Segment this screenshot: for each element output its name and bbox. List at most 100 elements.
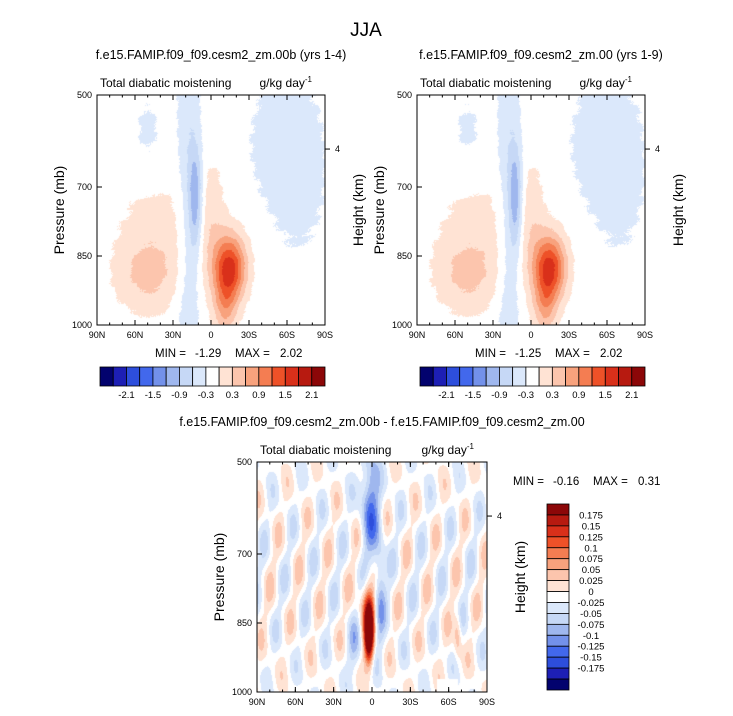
units-text: g/kg day: [422, 443, 467, 457]
left-string: Total diabatic moistening: [100, 76, 231, 90]
colorbar-label: -0.1: [583, 631, 599, 642]
colorbar-swatch: [591, 366, 606, 387]
x-tick-label: 90N: [249, 697, 266, 707]
min-value: -1.25: [515, 348, 541, 360]
y-tick-label: 500: [397, 90, 412, 100]
colorbar-label: -0.05: [580, 609, 602, 620]
figure-title: JJA: [350, 20, 382, 41]
colorbar-label: 0.1: [584, 543, 597, 554]
colorbar-swatch: [499, 366, 514, 387]
max-value: 2.02: [600, 348, 622, 360]
colorbar-swatch: [432, 366, 447, 387]
colorbar-swatch: [472, 366, 487, 387]
colorbar-label: -0.3: [198, 390, 214, 401]
units-label: g/kg day-1: [580, 75, 633, 90]
units-label: g/kg day-1: [422, 442, 475, 457]
colorbar-swatch: [284, 366, 299, 387]
colorbar-label: -2.1: [118, 390, 134, 401]
colorbar-swatch: [546, 645, 570, 658]
x-tick-label: 60N: [447, 330, 464, 340]
colorbar-swatch: [485, 366, 500, 387]
panel-1: f.e15.FAMIP.f09_f09.cesm2_zm.00b (yrs 1-…: [51, 48, 366, 401]
colorbar-label: 0: [588, 587, 593, 598]
x-tick-label: 60N: [127, 330, 144, 340]
x-tick-label: 90S: [479, 697, 495, 707]
right-axis-title: Height (km): [350, 174, 366, 246]
right-axis-title: Height (km): [670, 174, 686, 246]
colorbar-label: 0.075: [579, 554, 603, 565]
min-label: MIN =: [513, 476, 544, 488]
colorbar-swatch: [419, 366, 434, 387]
y-tick-label: 1000: [392, 320, 412, 330]
colorbar-swatch: [546, 514, 570, 527]
y-tick-label: 850: [77, 251, 92, 261]
colorbar-label: 2.1: [625, 390, 638, 401]
panel-3: f.e15.FAMIP.f09_f09.cesm2_zm.00b - f.e15…: [179, 415, 660, 707]
y-tick-label: 700: [237, 549, 252, 559]
right-tick-label: 4: [655, 144, 660, 154]
colorbar-swatch: [152, 366, 167, 387]
colorbar-swatch: [245, 366, 260, 387]
colorbar-label: -0.075: [578, 620, 605, 631]
colorbar-label: 0.175: [579, 510, 603, 521]
colorbar-label: 0.05: [582, 565, 601, 576]
colorbar-swatch: [618, 366, 633, 387]
colorbar-swatch: [551, 366, 566, 387]
colorbar-swatch: [258, 366, 273, 387]
colorbar-swatch: [512, 366, 527, 387]
x-tick-label: 30N: [325, 697, 342, 707]
min-value: -0.16: [553, 476, 579, 488]
colorbar-swatch: [546, 503, 570, 516]
right-tick-label: 4: [335, 144, 340, 154]
panel-title: f.e15.FAMIP.f09_f09.cesm2_zm.00b (yrs 1-…: [96, 48, 347, 62]
colorbar-swatch: [546, 656, 570, 669]
x-tick-label: 30N: [485, 330, 502, 340]
colorbar-label: 0.3: [226, 390, 239, 401]
y-tick-label: 850: [237, 618, 252, 628]
colorbar-label: -2.1: [438, 390, 454, 401]
colorbar-label: -1.5: [465, 390, 481, 401]
colorbar-swatch: [126, 366, 141, 387]
panels: f.e15.FAMIP.f09_f09.cesm2_zm.00b (yrs 1-…: [51, 48, 686, 707]
colorbar-swatch: [231, 366, 246, 387]
y-tick-label: 700: [77, 182, 92, 192]
x-tick-label: 60S: [599, 330, 615, 340]
colorbar-label: 1.5: [599, 390, 612, 401]
units-text: g/kg day: [260, 76, 305, 90]
colorbar-swatch: [546, 558, 570, 571]
min-value: -1.29: [195, 348, 221, 360]
colorbar-swatch: [578, 366, 593, 387]
y-axis-title: Pressure (mb): [211, 533, 227, 622]
colorbar-swatch: [546, 667, 570, 680]
y-tick-label: 700: [397, 182, 412, 192]
units-exponent: -1: [305, 75, 313, 84]
colorbar-label: -0.025: [578, 598, 605, 609]
panel-title: f.e15.FAMIP.f09_f09.cesm2_zm.00 (yrs 1-9…: [419, 48, 663, 62]
colorbar-swatch: [604, 366, 619, 387]
colorbar-swatch: [525, 366, 540, 387]
y-axis-title: Pressure (mb): [51, 166, 67, 255]
colorbar-swatch: [546, 591, 570, 603]
right-axis-title: Height (km): [512, 541, 528, 613]
units-text: g/kg day: [580, 76, 625, 90]
max-label: MAX =: [593, 476, 628, 488]
colorbar-swatch: [565, 366, 580, 387]
max-label: MAX =: [555, 348, 590, 360]
min-label: MIN =: [475, 348, 506, 360]
colorbar-label: -1.5: [145, 390, 161, 401]
colorbar-swatch: [179, 366, 194, 387]
x-tick-label: 60S: [441, 697, 457, 707]
x-tick-label: 30S: [241, 330, 257, 340]
x-tick-label: 0: [528, 330, 533, 340]
x-tick-label: 30N: [165, 330, 182, 340]
panel-2: f.e15.FAMIP.f09_f09.cesm2_zm.00 (yrs 1-9…: [371, 48, 686, 401]
contour-field: [257, 462, 487, 692]
colorbar-swatch: [205, 366, 220, 387]
x-tick-label: 0: [369, 697, 374, 707]
x-tick-label: 30S: [561, 330, 577, 340]
colorbar-label: 0.15: [582, 521, 601, 532]
panel-title: f.e15.FAMIP.f09_f09.cesm2_zm.00b - f.e15…: [179, 415, 584, 429]
y-tick-label: 1000: [232, 687, 252, 697]
x-tick-label: 90S: [317, 330, 333, 340]
